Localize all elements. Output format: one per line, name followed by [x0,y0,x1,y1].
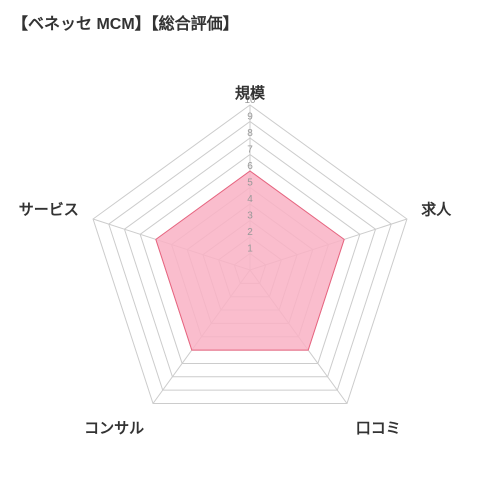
tick-label: 2 [247,227,253,238]
tick-label: 4 [247,194,253,205]
tick-label: 7 [247,145,253,156]
tick-label: 6 [247,161,253,172]
tick-label: 3 [247,211,253,222]
axis-label: 規模 [235,84,266,102]
tick-label: 1 [247,244,253,255]
tick-label: 5 [247,178,253,189]
axis-label: サービス [19,202,79,219]
axis-label: 口コミ [356,420,401,437]
axis-label: コンサル [84,420,144,437]
radar-chart: 12345678910規模求人口コミコンサルサービス [0,25,500,500]
tick-label: 8 [247,128,253,139]
axis-label: 求人 [421,201,452,219]
tick-label: 9 [247,112,253,123]
